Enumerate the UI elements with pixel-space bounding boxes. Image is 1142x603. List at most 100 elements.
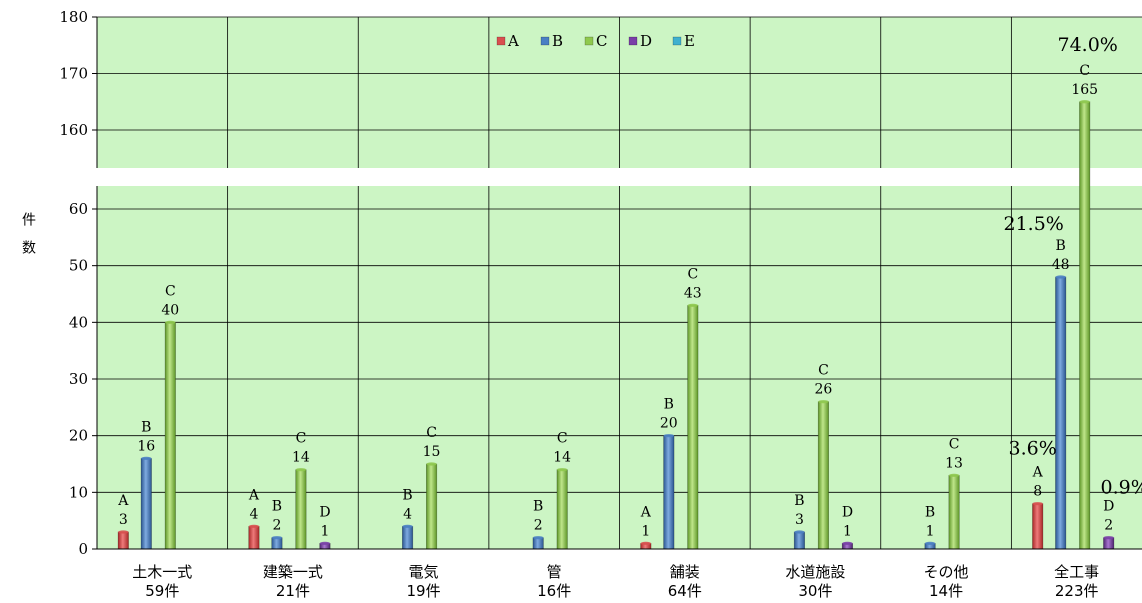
bar-C-6 (948, 475, 960, 550)
data-label-series-A-1: A (248, 487, 260, 503)
bar-C-5 (817, 401, 829, 550)
bar-A-7 (1032, 503, 1044, 550)
data-label-value-A-7: 8 (1033, 484, 1042, 500)
data-label-series-D-7: D (1103, 499, 1114, 515)
bar-A-0 (117, 531, 129, 550)
legend-label-E: E (684, 32, 695, 50)
ytick-label-170: 170 (59, 65, 88, 83)
bar-cap-D-7 (1103, 536, 1114, 540)
bar-D-7 (1103, 537, 1115, 550)
bar-cap-B-2 (402, 524, 413, 528)
data-label-series-D-5: D (842, 504, 853, 520)
data-label-value-C-3: 14 (553, 450, 571, 466)
bar-cap-C-0 (165, 320, 176, 324)
category-count-0: 59件 (145, 582, 179, 600)
data-label-series-C-7: C (1079, 63, 1090, 79)
bar-C-4 (687, 305, 699, 550)
category-count-3: 16件 (537, 582, 571, 600)
bar-cap-B-4 (663, 434, 675, 438)
data-label-value-A-1: 4 (249, 506, 258, 522)
category-label-1: 建築一式 (263, 563, 323, 581)
ytick-label-160: 160 (59, 121, 88, 139)
category-label-5: 水道施設 (785, 563, 845, 581)
ytick-label-50: 50 (69, 257, 88, 275)
bar-cap-B-5 (794, 530, 805, 534)
legend-swatch-D (628, 36, 638, 46)
data-label-series-B-0: B (141, 419, 151, 435)
bar-C-1 (295, 469, 307, 550)
data-label-value-D-5: 1 (843, 523, 852, 539)
bar-cap-B-6 (924, 541, 936, 545)
bar-B-7 (1055, 276, 1067, 550)
bar-cap-B-1 (271, 536, 283, 540)
data-label-value-D-7: 2 (1104, 518, 1113, 534)
bar-cap-A-7 (1032, 502, 1043, 506)
legend-swatch-A (496, 36, 506, 46)
data-label-series-C-1: C (296, 431, 307, 447)
bar-cap-C-6 (948, 473, 960, 477)
data-label-value-C-7: 165 (1071, 82, 1098, 98)
data-label-series-B-2: B (402, 487, 412, 503)
data-label-series-A-0: A (117, 493, 129, 509)
data-label-value-B-2: 4 (403, 506, 412, 522)
data-label-series-C-3: C (557, 431, 568, 447)
data-label-value-C-6: 13 (945, 455, 963, 471)
ytick-label-10: 10 (69, 483, 88, 501)
data-label-value-B-7: 48 (1052, 257, 1070, 273)
data-label-value-B-1: 2 (272, 518, 281, 534)
ytick-label-60: 60 (69, 200, 88, 218)
category-label-0: 土木一式 (132, 563, 192, 581)
percent-label-C: 74.0% (1058, 34, 1118, 56)
bar-cap-A-1 (248, 524, 260, 528)
category-label-6: その他 (924, 563, 969, 581)
bar-cap-D-5 (842, 541, 853, 545)
legend-label-B: B (552, 32, 563, 50)
category-label-3: 管 (547, 563, 562, 581)
bar-cap-C-1 (295, 468, 307, 472)
legend-label-C: C (596, 32, 607, 50)
bar-cap-A-4 (640, 541, 652, 545)
bar-C-2 (426, 463, 438, 550)
category-count-2: 19件 (407, 582, 441, 600)
data-label-value-C-4: 43 (684, 285, 702, 301)
data-label-value-B-0: 16 (137, 438, 155, 454)
legend-swatch-C (584, 36, 594, 46)
category-count-4: 64件 (668, 582, 702, 600)
data-label-value-C-5: 26 (815, 382, 833, 398)
ytick-label-30: 30 (69, 370, 88, 388)
bar-cap-B-0 (141, 456, 152, 460)
category-count-6: 14件 (929, 582, 963, 600)
bar-B-0 (140, 458, 152, 550)
data-label-value-A-4: 1 (641, 523, 650, 539)
data-label-value-B-5: 3 (795, 512, 804, 528)
bar-cap-C-3 (556, 468, 568, 472)
legend-swatch-B (540, 36, 550, 46)
bar-B-4 (663, 435, 675, 550)
data-label-value-B-4: 20 (660, 416, 678, 432)
data-label-series-A-4: A (640, 504, 652, 520)
data-label-value-B-3: 2 (534, 518, 543, 534)
percent-label-D: 0.9% (1101, 477, 1142, 499)
data-label-value-A-0: 3 (119, 512, 128, 528)
data-label-series-B-3: B (533, 499, 543, 515)
legend-swatch-E (672, 36, 682, 46)
data-label-series-B-7: B (1056, 238, 1066, 254)
bar-B-2 (402, 526, 414, 550)
legend-label-D: D (640, 32, 652, 50)
data-label-series-C-6: C (949, 436, 960, 452)
data-label-series-A-7: A (1032, 465, 1044, 481)
legend-label-A: A (507, 32, 519, 50)
category-count-5: 30件 (798, 582, 832, 600)
bar-cap-D-1 (319, 541, 331, 545)
category-label-2: 電気 (409, 563, 439, 581)
data-label-series-B-4: B (664, 397, 674, 413)
bar-A-1 (248, 526, 260, 550)
category-label-7: 全工事 (1054, 563, 1099, 581)
data-label-value-B-6: 1 (926, 523, 935, 539)
bar-C-7 (1079, 101, 1091, 550)
ytick-label-0: 0 (78, 540, 88, 558)
data-label-value-D-1: 1 (320, 523, 329, 539)
data-label-series-B-6: B (925, 504, 935, 520)
data-label-series-C-2: C (426, 425, 437, 441)
